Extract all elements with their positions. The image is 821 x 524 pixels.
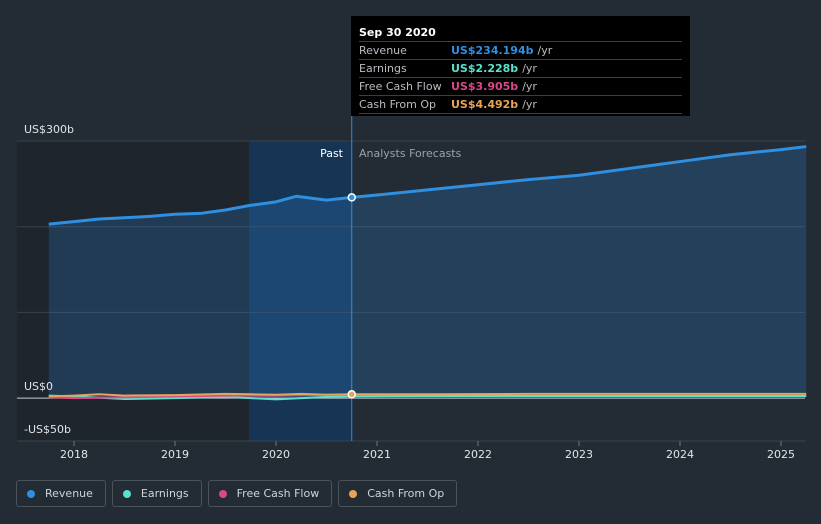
x-tick-label: 2018 — [60, 448, 88, 461]
series-lines — [48, 145, 807, 401]
tooltip-row-revenue: Revenue US$234.194b /yr — [359, 41, 682, 59]
x-tick-label: 2022 — [464, 448, 492, 461]
y-label-bottom: -US$50b — [24, 423, 71, 436]
cash-from-op-line — [48, 392, 807, 398]
revenue-dot-icon — [27, 489, 35, 498]
legend-label: Free Cash Flow — [236, 487, 320, 500]
cash-from-op-marker — [347, 390, 356, 399]
free-cash-flow-dot-icon — [218, 489, 227, 498]
earnings-dot-icon — [122, 489, 131, 498]
legend-label: Revenue — [45, 487, 93, 500]
recent-shade — [249, 141, 351, 441]
legend: Revenue Earnings Free Cash Flow Cash Fro… — [16, 480, 458, 507]
tooltip-row-earnings: Earnings US$2.228b /yr — [359, 59, 682, 77]
x-axis-ticks: 2018 2019 2020 2021 2022 2023 2024 2025 — [60, 441, 795, 461]
x-tick-label: 2025 — [767, 448, 795, 461]
tooltip-value: US$3.905b — [451, 79, 519, 93]
tooltip-label: Cash From Op — [359, 97, 437, 111]
tooltip-row-cash-from-op: Cash From Op US$4.492b /yr — [359, 95, 682, 114]
tooltip-label: Earnings — [359, 61, 407, 75]
x-tick-label: 2024 — [666, 448, 694, 461]
legend-item-revenue[interactable]: Revenue — [16, 480, 106, 507]
chart-area: US$300b US$0 -US$50b Past Analysts Forec… — [17, 16, 807, 461]
legend-label: Earnings — [140, 487, 189, 500]
revenue-marker — [347, 193, 356, 202]
tooltip-unit: /yr — [522, 79, 537, 93]
tooltip-label: Revenue — [359, 43, 407, 57]
tooltip-unit: /yr — [537, 43, 553, 57]
tooltip-unit: /yr — [522, 97, 537, 111]
x-tick-label: 2021 — [363, 448, 391, 461]
past-shade — [17, 141, 249, 441]
x-tick-label: 2023 — [565, 448, 593, 461]
tooltip-label: Free Cash Flow — [359, 79, 442, 93]
tooltip-value: US$234.194b — [451, 43, 534, 57]
tooltip-unit: /yr — [522, 61, 537, 75]
y-label-top: US$300b — [24, 123, 74, 136]
hover-tooltip: Sep 30 2020 Revenue US$234.194b /yr Earn… — [351, 16, 690, 116]
tooltip-date: Sep 30 2020 — [359, 26, 436, 39]
hover-markers — [347, 193, 356, 399]
y-label-zero: US$0 — [24, 380, 53, 393]
legend-item-cash-from-op[interactable]: Cash From Op — [338, 480, 458, 507]
tooltip-value: US$4.492b — [451, 97, 519, 111]
tooltip-row-free-cash-flow: Free Cash Flow US$3.905b /yr — [359, 77, 682, 95]
revenue-area — [48, 146, 807, 399]
x-tick-label: 2020 — [262, 448, 290, 461]
past-label: Past — [320, 147, 344, 160]
tooltip-value: US$2.228b — [451, 61, 519, 75]
x-tick-label: 2019 — [161, 448, 189, 461]
revenue-line — [48, 145, 807, 226]
legend-item-earnings[interactable]: Earnings — [111, 480, 202, 507]
cash-from-op-dot-icon — [349, 489, 358, 498]
legend-item-free-cash-flow[interactable]: Free Cash Flow — [207, 480, 333, 507]
earnings-line — [48, 394, 807, 401]
forecast-label: Analysts Forecasts — [359, 147, 462, 160]
legend-label: Cash From Op — [367, 487, 445, 500]
